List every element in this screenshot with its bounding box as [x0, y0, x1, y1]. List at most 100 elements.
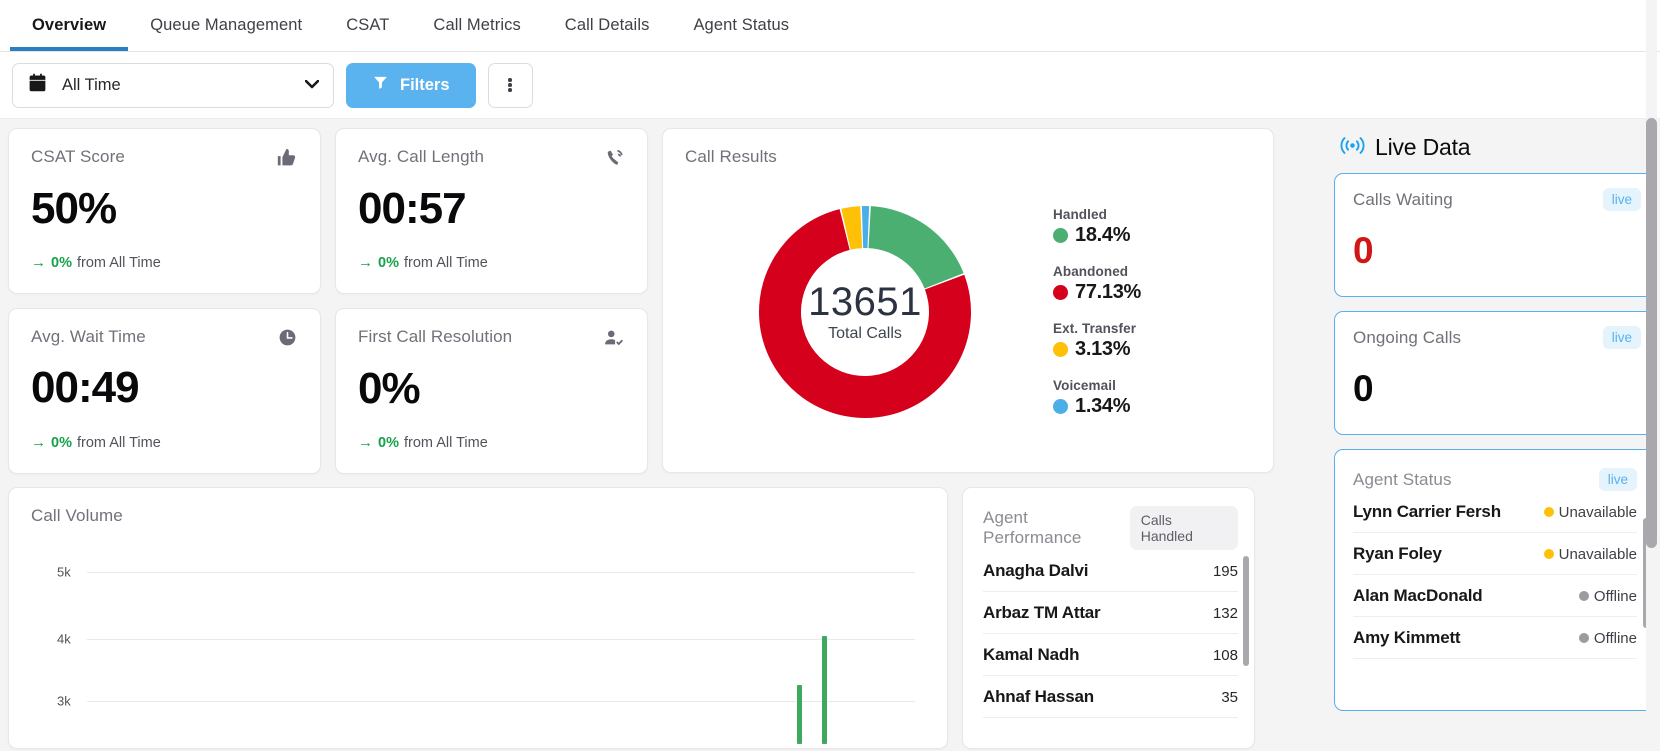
live-card-ongoing-calls[interactable]: Ongoing Calls live 0 — [1334, 311, 1656, 435]
main-column: CSAT Score 50% → 0% from All Time — [8, 128, 1328, 749]
tab-label: Call Details — [564, 16, 650, 34]
kpi-card-avg-wait-time[interactable]: Avg. Wait Time 00:49 → 0% from All Time — [8, 308, 321, 474]
status-dot-icon — [1578, 633, 1589, 643]
live-badge: live — [1602, 188, 1641, 211]
kpi-card-avg-call-length[interactable]: Avg. Call Length 00:57 → 0% from All Tim… — [335, 128, 648, 294]
tab-queue-management[interactable]: Queue Management — [128, 0, 324, 51]
live-card-value: 0 — [1353, 368, 1374, 409]
chevron-down-icon — [304, 76, 320, 94]
kpi-header: First Call Resolution — [358, 327, 625, 349]
table-row[interactable]: Anagha Dalvi 195 — [983, 550, 1238, 592]
legend-value-row: 3.13% — [1053, 338, 1251, 361]
live-card-calls-waiting[interactable]: Calls Waiting live 0 — [1334, 173, 1656, 297]
kpi-value: 50% — [31, 184, 117, 233]
live-data-title: Live Data — [1375, 134, 1471, 160]
legend-color-dot — [1053, 284, 1068, 300]
table-row[interactable]: Ryan Foley Unavailable — [1353, 533, 1637, 575]
live-badge: live — [1598, 468, 1637, 491]
kpi-delta-pct: 0% — [51, 434, 72, 451]
call-volume-bar[interactable] — [821, 635, 827, 744]
call-volume-card: Call Volume 5k 4k 3k — [8, 487, 948, 749]
calendar-icon — [27, 72, 48, 98]
legend-color-dot — [1053, 398, 1068, 414]
kpi-title: Avg. Call Length — [358, 147, 485, 166]
status-badge: Offline — [1578, 630, 1637, 647]
y-axis-tick: 5k — [57, 564, 71, 580]
y-axis-tick: 3k — [57, 693, 71, 709]
table-row[interactable]: Alan MacDonald Offline — [1353, 575, 1637, 617]
kpi-delta-text: from All Time — [403, 434, 488, 451]
donut-slice-abandoned[interactable] — [759, 209, 971, 418]
kpi-delta: → 0% from All Time — [31, 254, 161, 271]
table-row[interactable]: Ahnaf Hassan 35 — [983, 676, 1238, 718]
y-axis-tick: 4k — [57, 631, 71, 647]
donut-slice-ext-transfer[interactable] — [841, 206, 863, 250]
agent-performance-header: Agent Performance Calls Handled — [983, 506, 1238, 550]
agent-status-title: Agent Status — [1353, 469, 1452, 489]
donut-slice-handled[interactable] — [868, 206, 964, 289]
filters-button[interactable]: Filters — [346, 62, 476, 108]
page-scrollbar[interactable] — [1646, 0, 1657, 751]
status-badge: Unavailable — [1543, 546, 1637, 563]
tab-csat[interactable]: CSAT — [324, 0, 411, 51]
call-volume-plot[interactable]: 5k 4k 3k — [31, 544, 925, 744]
trend-arrow-icon: → — [31, 434, 46, 451]
agent-performance-card: Agent Performance Calls Handled Anagha D… — [962, 487, 1255, 749]
table-row[interactable]: Amy Kimmett Offline — [1353, 617, 1637, 659]
legend-color-dot — [1053, 341, 1068, 357]
legend-item[interactable]: Voicemail 1.34% — [1053, 378, 1251, 418]
tab-agent-status[interactable]: Agent Status — [671, 0, 811, 51]
kpi-delta: → 0% from All Time — [31, 434, 161, 451]
tab-bar: Overview Queue Management CSAT Call Metr… — [0, 0, 1660, 52]
date-range-select[interactable]: All Time — [12, 62, 334, 108]
broadcast-live-icon — [1340, 136, 1365, 160]
agent-status-header: Agent Status live — [1353, 468, 1637, 491]
table-row[interactable]: Arbaz TM Attar 132 — [983, 592, 1238, 634]
kpi-card-csat-score[interactable]: CSAT Score 50% → 0% from All Time — [8, 128, 321, 294]
tab-call-metrics[interactable]: Call Metrics — [411, 0, 542, 51]
call-results-card: Call Results 13651 Total Calls — [662, 128, 1274, 473]
legend-value-row: 18.4% — [1053, 224, 1251, 247]
live-card-value: 0 — [1353, 230, 1374, 271]
table-row[interactable]: Kamal Nadh 108 — [983, 634, 1238, 676]
tab-overview[interactable]: Overview — [10, 0, 129, 51]
calls-handled-chip[interactable]: Calls Handled — [1129, 506, 1238, 550]
top-row: CSAT Score 50% → 0% from All Time — [8, 128, 1328, 474]
legend-item[interactable]: Handled 18.4% — [1053, 207, 1251, 247]
agent-calls-handled: 195 — [1212, 562, 1238, 580]
call-results-body: 13651 Total Calls Handled 18.4% — [685, 169, 1251, 455]
funnel-icon — [372, 74, 389, 96]
agent-name: Lynn Carrier Fersh — [1353, 502, 1501, 521]
legend-percent: 3.13% — [1075, 337, 1131, 360]
dashboard-content: CSAT Score 50% → 0% from All Time — [0, 120, 1660, 751]
legend-item[interactable]: Ext. Transfer 3.13% — [1053, 321, 1251, 361]
clock-icon — [277, 327, 298, 348]
status-badge: Offline — [1578, 587, 1637, 605]
agent-name: Arbaz TM Attar — [983, 603, 1101, 622]
legend-value-row: 1.34% — [1053, 395, 1251, 418]
legend-label: Abandoned — [1053, 263, 1129, 279]
kpi-delta-pct: 0% — [51, 254, 72, 271]
legend-color-dot — [1053, 227, 1068, 243]
kpi-value: 0% — [358, 364, 421, 413]
donut-chart[interactable]: 13651 Total Calls — [685, 186, 1045, 438]
status-dot-icon — [1578, 591, 1589, 601]
call-results-legend: Handled 18.4% Abandoned 77.13 — [1045, 207, 1251, 418]
more-options-button[interactable] — [487, 62, 533, 108]
donut-slice-voicemail[interactable] — [861, 206, 870, 249]
donut-svg — [759, 206, 971, 418]
table-row[interactable]: Lynn Carrier Fersh Unavailable — [1353, 491, 1637, 533]
kpi-title: First Call Resolution — [358, 327, 513, 346]
status-label: Offline — [1593, 587, 1637, 605]
agent-performance-scrollbar[interactable] — [1243, 556, 1249, 666]
tab-call-details[interactable]: Call Details — [543, 0, 672, 51]
legend-percent: 18.4% — [1075, 223, 1131, 246]
kpi-card-first-call-resolution[interactable]: First Call Resolution 0% → 0% from All T… — [335, 308, 648, 474]
call-volume-title: Call Volume — [31, 506, 123, 525]
legend-item[interactable]: Abandoned 77.13% — [1053, 264, 1251, 304]
agent-name: Ryan Foley — [1353, 544, 1442, 563]
call-volume-bar[interactable] — [796, 684, 802, 744]
tab-label: CSAT — [346, 16, 390, 34]
page-scrollbar-thumb[interactable] — [1646, 118, 1657, 548]
